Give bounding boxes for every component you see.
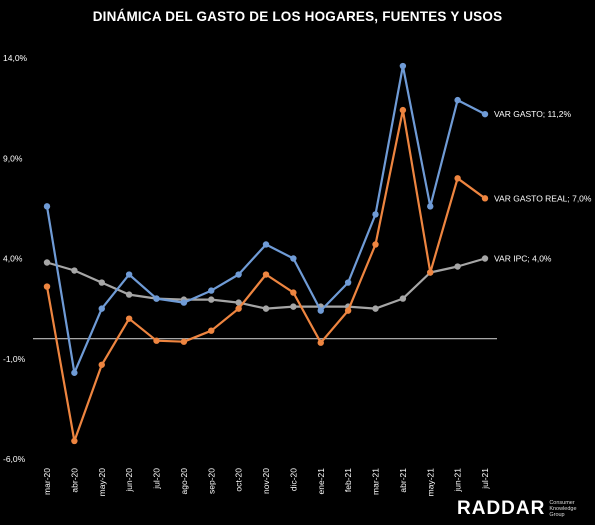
data-point: [71, 437, 78, 445]
y-tick-label: 9,0%: [3, 153, 23, 163]
data-point: [427, 203, 434, 210]
data-point: [427, 269, 434, 276]
data-point: [98, 279, 105, 286]
data-point: [481, 110, 489, 118]
y-tick-label: -1,0%: [3, 354, 26, 364]
x-tick-label: ene-21: [316, 468, 326, 495]
series-end-label: VAR GASTO; 11,2%: [494, 109, 571, 119]
data-point: [153, 295, 160, 302]
data-point: [454, 263, 461, 270]
data-point: [125, 315, 133, 322]
data-point: [43, 259, 51, 266]
data-point: [262, 241, 270, 248]
series-end-label: VAR GASTO REAL; 7,0%: [494, 193, 592, 203]
data-point: [43, 283, 51, 290]
data-point: [125, 291, 133, 298]
data-point: [235, 299, 242, 306]
x-tick-label: sep-20: [206, 468, 216, 494]
data-point: [317, 339, 324, 346]
data-point: [180, 338, 188, 345]
data-point: [153, 337, 160, 344]
data-point: [344, 307, 352, 314]
chart-title: DINÁMICA DEL GASTO DE LOS HOGARES, FUENT…: [92, 9, 503, 24]
x-tick-label: mar-21: [371, 468, 381, 495]
x-tick-label: jun-20: [124, 468, 134, 493]
y-axis: 14,0% 9,0% 4,0% -1,0% -6,0%: [3, 53, 28, 464]
x-tick-label: may-20: [97, 468, 107, 497]
x-tick-label: abr-21: [398, 468, 408, 493]
data-point: [43, 203, 51, 210]
data-point: [98, 305, 105, 312]
x-tick-label: jun-21: [453, 468, 463, 493]
series-line: [45, 64, 486, 374]
series-var-gasto: [43, 62, 489, 376]
brand-wordmark: RADDAR: [457, 498, 546, 519]
y-tick-label: 4,0%: [3, 254, 23, 264]
data-point: [372, 211, 379, 218]
data-point: [399, 106, 407, 114]
data-point: [290, 289, 297, 296]
brand-tagline-line: Knowledge: [549, 506, 577, 512]
data-point: [399, 62, 407, 70]
x-tick-label: jul-20: [152, 468, 162, 490]
data-point: [481, 255, 489, 262]
data-point: [180, 299, 188, 306]
data-point: [290, 255, 297, 262]
data-point: [372, 305, 379, 312]
y-tick-label: -6,0%: [3, 454, 26, 464]
x-tick-label: ago-20: [179, 468, 189, 495]
data-point: [208, 296, 215, 303]
data-point: [208, 287, 215, 294]
data-point: [454, 96, 461, 104]
series-layer: [43, 62, 489, 445]
x-tick-label: may-21: [425, 468, 435, 497]
x-tick-label: jul-21: [480, 468, 490, 490]
x-tick-label: nov-20: [261, 468, 271, 494]
x-axis: mar-20 abr-20 may-20 jun-20 jul-20 ago-20 sep-…: [42, 468, 490, 497]
data-point: [481, 195, 489, 202]
data-point: [454, 175, 461, 182]
data-point: [399, 295, 407, 302]
brand-tagline: Consumer Knowledge Group: [549, 500, 589, 518]
data-point: [208, 327, 215, 334]
data-point: [235, 305, 242, 312]
data-point: [235, 271, 242, 278]
brand-tagline-line: Consumer: [549, 500, 575, 506]
brand-tagline-line: Group: [549, 512, 565, 518]
x-tick-label: oct-20: [234, 468, 244, 492]
data-point: [71, 369, 78, 376]
x-tick-label: dic-20: [288, 468, 298, 491]
series-line: [46, 257, 486, 310]
x-tick-label: abr-20: [69, 468, 79, 493]
x-tick-label: feb-21: [343, 468, 353, 492]
series-var-gasto-real: [43, 106, 489, 445]
x-tick-label: mar-20: [42, 468, 52, 495]
data-point: [98, 361, 105, 368]
data-point: [372, 241, 379, 248]
series-end-label: VAR IPC; 4,0%: [494, 254, 552, 264]
data-point: [71, 267, 78, 274]
data-point: [290, 303, 297, 310]
data-point: [262, 305, 270, 312]
end-labels: VAR IPC; 4,0% VAR GASTO REAL; 7,0% VAR GAS…: [494, 109, 592, 263]
data-point: [344, 279, 352, 286]
y-tick-label: 14,0%: [3, 53, 28, 63]
data-point: [317, 307, 324, 314]
data-point: [262, 271, 270, 278]
series-var-ipc: [43, 255, 489, 312]
data-point: [125, 271, 133, 278]
brand-logo: RADDAR Consumer Knowledge Group: [457, 497, 589, 521]
